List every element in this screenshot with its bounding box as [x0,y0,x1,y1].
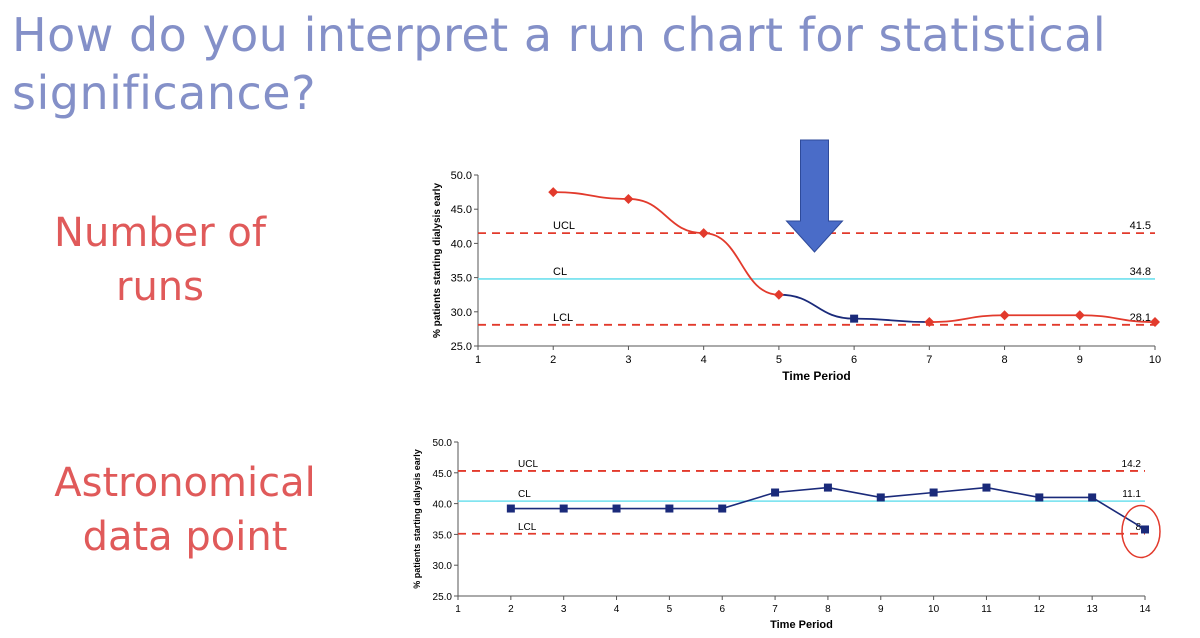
data-point [773,289,784,300]
x-tick-label: 13 [1087,604,1099,615]
cl-value-label: 34.8 [1130,266,1151,278]
data-point [1035,493,1044,502]
x-tick-label: 9 [878,604,884,615]
x-axis-label: Time Period [782,369,850,383]
data-point [698,228,709,239]
data-point [876,493,885,502]
x-tick-label: 6 [851,354,857,366]
x-tick-label: 9 [1077,354,1083,366]
series-segment [553,191,629,200]
data-point [982,483,991,492]
series-segment [778,293,855,320]
run-chart-number-of-runs: 50.0 45.0 40.0 35.0 30.0 25.01 2 3 4 5 6 7 8 9 10 Time … [432,139,1161,383]
cl-value-label: 11.1 [1122,489,1141,500]
number-of-runs-label: Number of runs [54,210,266,310]
ucl-value-label: 14.2 [1122,459,1142,470]
ucl-name-label: UCL [518,459,538,470]
data-point [665,504,674,513]
y-axis-label: % patients starting dialysis early [412,449,422,589]
series-segment [854,317,930,323]
data-point [548,187,559,198]
x-tick-label: 4 [701,354,707,366]
x-tick-label: 5 [667,604,673,615]
series-line [510,486,1146,531]
cl-name-label: CL [553,266,567,278]
data-point [1141,525,1149,534]
data-point [1074,310,1085,321]
series-segment [703,232,779,296]
data-point [506,504,515,513]
x-tick-label: 1 [455,604,461,615]
y-tick-label: 40.0 [451,238,472,250]
x-tick-label: 6 [719,604,725,615]
data-point [823,483,832,492]
lcl-value-label: 8 [1135,522,1141,533]
x-tick-label: 10 [1149,354,1161,366]
data-point [1088,493,1097,502]
data-point [929,488,938,497]
x-tick-label: 3 [561,604,567,615]
y-tick-label: 50.0 [451,170,472,182]
data-point [559,504,568,513]
y-tick-label: 35.0 [433,530,453,541]
x-tick-label: 12 [1034,604,1046,615]
series-segment [628,198,704,235]
x-tick-label: 4 [614,604,620,615]
x-tick-label: 8 [825,604,831,615]
down-arrow-icon [785,139,844,253]
data-point [771,488,780,497]
lcl-name-label: LCL [553,312,573,324]
y-tick-label: 25.0 [433,592,453,603]
x-tick-label: 1 [475,354,481,366]
y-tick-label: 30.0 [451,307,472,319]
x-tick-label: 10 [928,604,940,615]
data-point [850,314,859,323]
astronomical-data-point-label: Astronomical data point [54,460,316,560]
y-axis-label: % patients starting dialysis early [432,183,443,338]
data-point [924,317,935,328]
x-tick-label: 3 [625,354,631,366]
y-tick-label: 45.0 [433,469,453,480]
x-tick-label: 2 [550,354,556,366]
x-tick-label: 8 [1001,354,1007,366]
series-segment [1079,314,1156,323]
x-axis-label: Time Period [770,619,833,631]
y-tick-label: 45.0 [451,204,472,216]
x-tick-label: 11 [981,604,992,615]
series-segment [929,314,1005,323]
data-point [718,504,727,513]
slide-title: How do you interpret a run chart for sta… [12,8,1107,120]
y-tick-label: 30.0 [433,561,453,572]
y-tick-label: 40.0 [433,500,453,511]
run-chart-astronomical-point: 50.045.040.035.030.025.01 2 3 4 5 6 7 8 9 10 11 12 1… [412,438,1161,631]
data-point [999,310,1010,321]
x-tick-label: 2 [508,604,514,615]
x-tick-label: 14 [1139,604,1151,615]
y-tick-label: 25.0 [451,341,472,353]
data-point [1150,317,1160,328]
y-tick-label: 35.0 [451,273,472,285]
data-point [623,193,634,204]
x-tick-label: 5 [776,354,782,366]
y-tick-label: 50.0 [433,438,453,449]
highlight-circle [1121,504,1161,559]
lcl-name-label: LCL [518,522,537,533]
data-point [612,504,621,513]
ucl-name-label: UCL [553,220,575,232]
x-tick-label: 7 [772,604,778,615]
x-tick-label: 7 [926,354,932,366]
ucl-value-label: 41.5 [1130,220,1151,232]
cl-name-label: CL [518,489,531,500]
